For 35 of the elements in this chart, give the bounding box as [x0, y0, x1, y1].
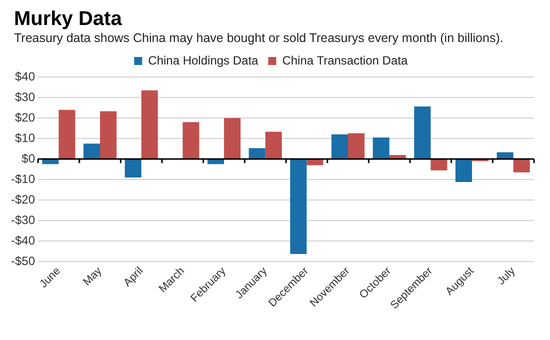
- legend-label: China Holdings Data: [148, 53, 259, 68]
- legend-label: China Transaction Data: [282, 53, 408, 68]
- y-tick-label: $10: [14, 130, 36, 145]
- bar: [265, 132, 282, 159]
- y-tick-label: -$20: [10, 192, 36, 206]
- bar: [389, 154, 406, 159]
- bar: [124, 160, 142, 178]
- y-tick-label: -$10: [10, 172, 36, 186]
- y-tick-label: -$40: [10, 233, 36, 248]
- bar: [224, 118, 241, 159]
- bar: [414, 106, 431, 159]
- bar: [58, 110, 76, 159]
- bar: [290, 160, 307, 254]
- chart-subtitle: Treasury data shows China may have bought or sold Treasurys every month (in billions).: [14, 31, 504, 45]
- chart-title: Murky Data: [14, 8, 123, 31]
- bar: [430, 160, 448, 170]
- x-tick-label: May: [81, 264, 105, 288]
- bar: [182, 122, 200, 159]
- y-tick-label: $0: [22, 151, 36, 166]
- bar: [141, 90, 158, 159]
- bar: [331, 134, 348, 159]
- bar: [513, 160, 530, 172]
- bar: [248, 148, 266, 159]
- y-tick-label: $20: [14, 110, 36, 124]
- x-tick-label: July: [495, 264, 518, 288]
- bar: [496, 152, 514, 159]
- bar: [372, 138, 390, 159]
- y-tick-label: -$30: [10, 212, 36, 227]
- y-tick-label: $40: [14, 69, 36, 84]
- bar: [455, 160, 472, 182]
- bar: [83, 144, 100, 159]
- bar: [348, 133, 365, 159]
- y-tick-label: $30: [14, 90, 36, 104]
- bar: [100, 111, 117, 159]
- y-tick-label: -$50: [10, 254, 36, 268]
